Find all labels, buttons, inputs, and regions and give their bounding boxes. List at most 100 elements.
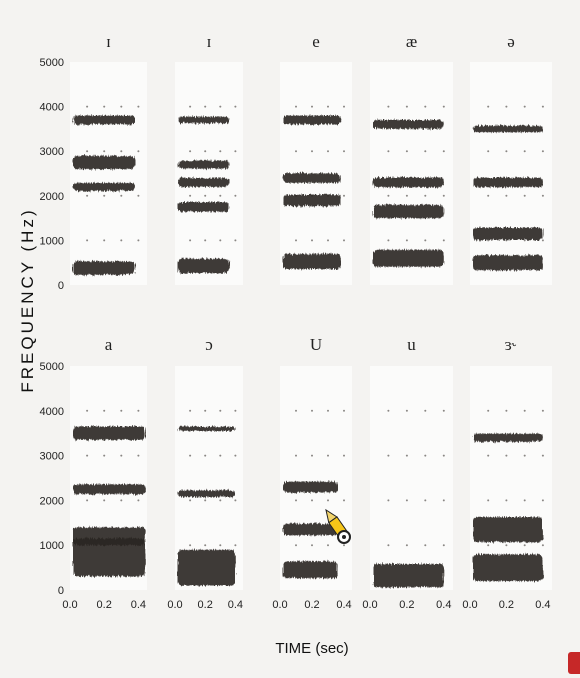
grid-dot [327,105,329,108]
grid-dot [523,150,526,153]
formant-band [473,433,543,442]
grid-dot [343,499,345,502]
grid-dot [219,499,222,502]
x-tick-label: 0.2 [399,599,414,611]
grid-dot [387,454,390,457]
grid-dot [327,454,329,457]
formant-band [73,527,146,546]
formant-band [283,253,341,269]
grid-dot [137,194,140,197]
spectrogram-panel: ɔ [175,335,243,590]
grid-dot [343,194,345,197]
y-tick-label: 4000 [40,102,64,114]
vowel-label: ə [507,32,515,51]
formant-band [73,538,146,577]
grid-dot [103,239,106,242]
grid-dot [234,239,237,242]
spectrogram-panel: a [70,335,147,590]
grid-dot [86,239,89,242]
y-tick-label: 1000 [40,540,64,552]
grid-dot [311,105,313,108]
formant-band [178,549,236,586]
grid-dot [505,105,508,108]
formant-band [73,426,146,440]
formant-band [178,426,236,431]
grid-dot [442,409,445,412]
grid-dot [295,105,297,108]
grid-dot [405,194,408,197]
spectrogram-panel: ɪ [70,32,147,285]
grid-dot [343,105,345,108]
formant-band [178,490,236,497]
spectrogram-panel: e [280,32,352,285]
grid-dot [234,544,237,547]
grid-dot [424,239,427,242]
grid-dot [505,454,508,457]
formant-band [373,564,444,588]
panel-background [370,62,453,285]
grid-dot [541,499,544,502]
grid-dot [189,194,192,197]
formant-band [373,120,444,129]
grid-dot [424,194,427,197]
grid-dot [487,150,490,153]
grid-dot [424,544,427,547]
grid-dot [189,239,192,242]
grid-dot [387,105,390,108]
formant-band [73,261,135,275]
x-tick-label: 0.2 [304,599,319,611]
spectrogram-panel: æ [370,32,453,285]
formant-band [283,194,341,207]
formant-band [373,177,444,188]
grid-dot [442,105,445,108]
formant-band [283,115,341,125]
formant-band [283,561,338,579]
formant-band [73,182,135,191]
spectrogram-panel: ɪ [175,32,243,285]
grid-dot [120,194,123,197]
grid-dot [295,544,297,547]
formant-band [473,255,543,271]
grid-dot [442,194,445,197]
grid-dot [219,544,222,547]
grid-dot [327,499,329,502]
grid-dot [137,454,140,457]
grid-dot [137,239,140,242]
grid-dot [442,239,445,242]
grid-dot [487,499,490,502]
vowel-label: ɜ˞ [505,335,518,354]
grid-dot [327,239,329,242]
grid-dot [219,150,222,153]
x-tick-label: 0.4 [436,599,451,611]
grid-dot [523,194,526,197]
grid-dot [487,194,490,197]
grid-dot [295,239,297,242]
formant-band [178,116,230,124]
grid-dot [137,150,140,153]
grid-dot [387,239,390,242]
formant-band [473,517,543,543]
grid-dot [442,499,445,502]
grid-dot [120,454,123,457]
y-tick-label: 4000 [40,406,64,418]
grid-dot [234,454,237,457]
grid-dot [405,150,408,153]
grid-dot [189,409,192,412]
x-tick-label: 0.4 [535,599,550,611]
grid-dot [86,409,89,412]
grid-dot [204,544,207,547]
formant-band [473,554,543,582]
vowel-label: ɪ [106,32,111,51]
spectrogram-panel: ɜ˞ [470,335,552,590]
formant-band [73,115,135,125]
grid-dot [219,239,222,242]
grid-dot [189,150,192,153]
grid-dot [189,499,192,502]
cursor-target-center [342,535,346,539]
grid-dot [327,544,329,547]
grid-dot [424,409,427,412]
grid-dot [204,409,207,412]
grid-dot [86,105,89,108]
grid-dot [234,150,237,153]
vowel-label: u [407,335,416,354]
